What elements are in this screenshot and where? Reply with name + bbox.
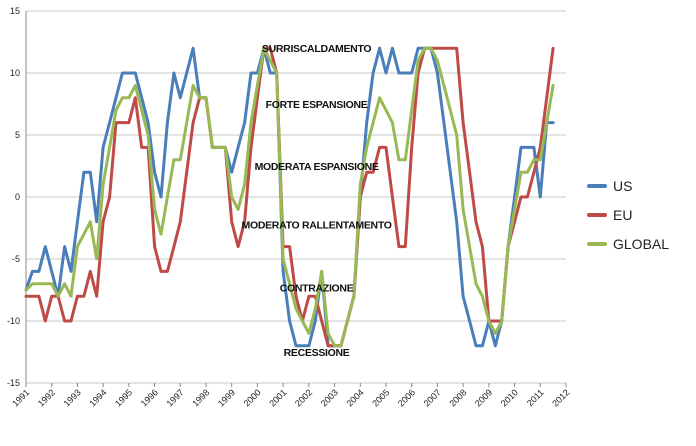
- annotation-label: RECESSIONE: [284, 347, 350, 359]
- y-tick-label: -15: [7, 378, 20, 388]
- y-tick-label: -10: [7, 316, 20, 326]
- x-tick-label: 2008: [447, 387, 468, 408]
- legend-label-global: GLOBAL: [613, 236, 669, 252]
- x-tick-label: 1991: [10, 387, 31, 408]
- x-tick-label: 1993: [62, 387, 83, 408]
- x-tick-label: 1994: [87, 387, 108, 408]
- annotation-label: FORTE ESPANSIONE: [266, 99, 368, 111]
- annotation-label: MODERATO RALLENTAMENTO: [242, 219, 392, 231]
- y-tick-label: 0: [15, 192, 20, 202]
- series-line-eu: [24, 46, 555, 348]
- gridlines: [26, 10, 566, 384]
- x-tick-label: 2007: [422, 387, 443, 408]
- x-tick-label: 2011: [525, 387, 546, 408]
- y-tick-label: -5: [12, 254, 20, 264]
- x-tick-label: 1996: [139, 387, 160, 408]
- x-tick-label: 1998: [190, 387, 211, 408]
- y-tick-label: 10: [10, 68, 20, 78]
- x-tick-label: 2005: [370, 387, 391, 408]
- y-tick-label: 15: [10, 6, 20, 16]
- x-tick-label: 2000: [242, 387, 263, 408]
- x-tick-label: 1995: [113, 387, 134, 408]
- series-line-global: [24, 46, 555, 348]
- annotation-label: CONTRAZIONE: [280, 283, 354, 295]
- x-tick-label: 1997: [164, 387, 185, 408]
- x-tick-label: 2006: [396, 387, 417, 408]
- x-tick-label: 2003: [319, 387, 340, 408]
- x-tick-label: 1992: [36, 387, 57, 408]
- x-tick-label: 2009: [473, 387, 494, 408]
- legend-label-eu: EU: [613, 207, 632, 223]
- annotation-label: MODERATA ESPANSIONE: [255, 161, 379, 173]
- annotation-label: SURRISCALDAMENTO: [262, 43, 371, 55]
- x-tick-label: 1999: [216, 387, 237, 408]
- legend-label-us: US: [613, 178, 632, 194]
- x-tick-label: 2001: [267, 387, 288, 408]
- series-line-us: [24, 46, 555, 348]
- x-tick-label: 2002: [293, 387, 314, 408]
- x-tick-label: 2010: [499, 387, 520, 408]
- x-tick-label: 2012: [550, 387, 571, 408]
- y-tick-label: 5: [15, 130, 20, 140]
- x-tick-label: 2004: [344, 387, 365, 408]
